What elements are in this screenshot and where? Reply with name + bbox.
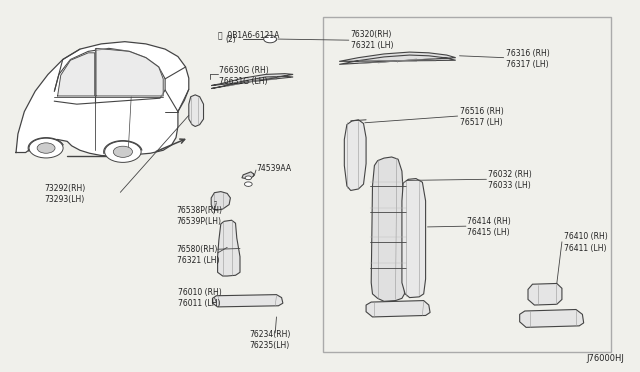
Polygon shape <box>16 42 189 156</box>
Text: 73292(RH)
73293(LH): 73292(RH) 73293(LH) <box>45 184 86 204</box>
Text: 76516 (RH)
76517 (LH): 76516 (RH) 76517 (LH) <box>460 107 503 127</box>
Polygon shape <box>371 157 404 301</box>
Text: Ⓑ  0B1A6-6121A: Ⓑ 0B1A6-6121A <box>218 30 279 39</box>
Polygon shape <box>242 172 255 179</box>
Polygon shape <box>211 74 293 89</box>
Text: 76320(RH)
76321 (LH): 76320(RH) 76321 (LH) <box>351 30 393 50</box>
Polygon shape <box>218 220 240 276</box>
Text: 76410 (RH)
76411 (LH): 76410 (RH) 76411 (LH) <box>564 232 608 253</box>
Text: J76000HJ: J76000HJ <box>586 354 624 363</box>
Circle shape <box>37 143 55 153</box>
Polygon shape <box>344 120 366 190</box>
Polygon shape <box>528 283 562 305</box>
Polygon shape <box>54 48 165 104</box>
Circle shape <box>245 176 252 180</box>
Text: 76414 (RH)
76415 (LH): 76414 (RH) 76415 (LH) <box>467 217 511 237</box>
Text: 76032 (RH)
76033 (LH): 76032 (RH) 76033 (LH) <box>488 170 531 190</box>
Text: 76538P(RH)
76539P(LH): 76538P(RH) 76539P(LH) <box>177 206 223 226</box>
Polygon shape <box>402 179 426 298</box>
Polygon shape <box>212 295 283 307</box>
Polygon shape <box>189 95 204 126</box>
Circle shape <box>105 141 141 162</box>
Text: 76580(RH)
76321 (LH): 76580(RH) 76321 (LH) <box>177 245 219 265</box>
Polygon shape <box>211 192 230 210</box>
Circle shape <box>29 138 63 158</box>
Text: 76234(RH)
76235(LH): 76234(RH) 76235(LH) <box>250 330 291 350</box>
Text: (2): (2) <box>225 35 236 44</box>
Polygon shape <box>58 53 95 96</box>
Text: 74539AA: 74539AA <box>256 164 291 173</box>
Polygon shape <box>366 301 430 317</box>
Text: 76630G (RH)
76631G (LH): 76630G (RH) 76631G (LH) <box>219 66 269 86</box>
Circle shape <box>244 182 252 186</box>
Text: 76010 (RH)
76011 (LH): 76010 (RH) 76011 (LH) <box>178 288 221 308</box>
Circle shape <box>113 146 132 157</box>
Polygon shape <box>520 310 584 327</box>
Text: 76316 (RH)
76317 (LH): 76316 (RH) 76317 (LH) <box>506 49 549 69</box>
Bar <box>323 17 611 352</box>
Polygon shape <box>96 48 163 96</box>
Polygon shape <box>339 52 456 64</box>
Circle shape <box>264 35 276 43</box>
